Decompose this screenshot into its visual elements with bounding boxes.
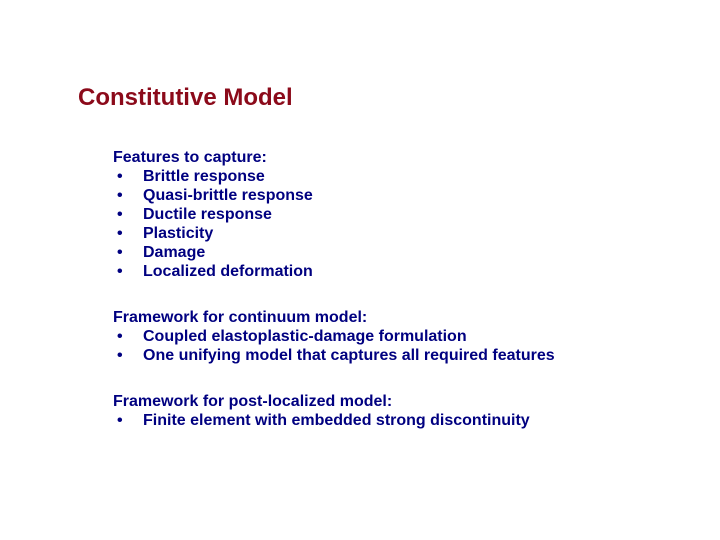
section-heading: Framework for post-localized model: (113, 392, 530, 411)
list-item: • Coupled elastoplastic-damage formulatio… (113, 327, 555, 346)
bullet-icon: • (117, 224, 123, 243)
section-continuum: Framework for continuum model: • Coupled … (113, 308, 555, 365)
list-item: • Quasi-brittle response (113, 186, 313, 205)
list-item: • Ductile response (113, 205, 313, 224)
list-item-text: Finite element with embedded strong disc… (143, 411, 530, 430)
list-item: • Brittle response (113, 167, 313, 186)
slide-title: Constitutive Model (78, 84, 293, 112)
list-item: • Damage (113, 243, 313, 262)
bullet-list: • Coupled elastoplastic-damage formulatio… (113, 327, 555, 365)
bullet-icon: • (117, 243, 123, 262)
list-item-text: Quasi-brittle response (143, 186, 313, 205)
list-item: • One unifying model that captures all re… (113, 346, 555, 365)
bullet-list: • Finite element with embedded strong dis… (113, 411, 530, 430)
section-heading: Framework for continuum model: (113, 308, 555, 327)
slide: Constitutive Model Features to capture: … (0, 0, 720, 540)
bullet-list: • Brittle response • Quasi-brittle respons… (113, 167, 313, 281)
list-item: • Finite element with embedded strong dis… (113, 411, 530, 430)
list-item: • Localized deformation (113, 262, 313, 281)
bullet-icon: • (117, 262, 123, 281)
list-item-text: Brittle response (143, 167, 265, 186)
bullet-icon: • (117, 327, 123, 346)
list-item-text: Localized deformation (143, 262, 313, 281)
bullet-icon: • (117, 411, 123, 430)
list-item: • Plasticity (113, 224, 313, 243)
bullet-icon: • (117, 346, 123, 365)
section-features: Features to capture: • Brittle response •… (113, 148, 313, 281)
section-postlocalized: Framework for post-localized model: • Fin… (113, 392, 530, 430)
section-heading: Features to capture: (113, 148, 313, 167)
bullet-icon: • (117, 186, 123, 205)
list-item-text: Damage (143, 243, 205, 262)
bullet-icon: • (117, 205, 123, 224)
list-item-text: One unifying model that captures all req… (143, 346, 555, 365)
list-item-text: Coupled elastoplastic-damage formulation (143, 327, 467, 346)
bullet-icon: • (117, 167, 123, 186)
list-item-text: Plasticity (143, 224, 213, 243)
list-item-text: Ductile response (143, 205, 272, 224)
